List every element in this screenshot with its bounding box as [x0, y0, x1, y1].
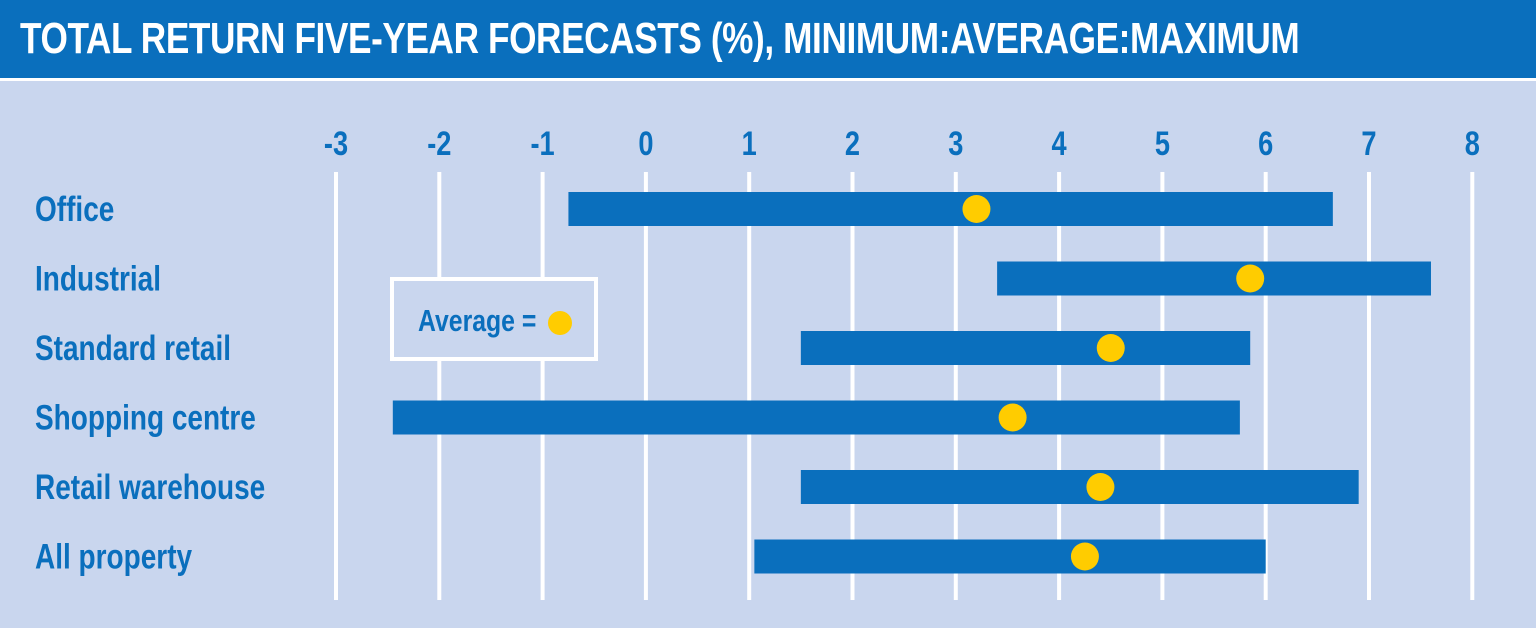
tick-label: -2: [427, 124, 451, 163]
tick-label: 5: [1155, 124, 1170, 163]
category-label: Retail warehouse: [35, 467, 265, 507]
tick-label: 6: [1258, 124, 1273, 163]
tick-label: 8: [1465, 124, 1480, 163]
tick-label: 0: [638, 124, 653, 163]
category-label: Shopping centre: [35, 397, 256, 437]
category-label: Standard retail: [35, 328, 231, 368]
average-marker: [1236, 264, 1265, 293]
average-marker: [998, 403, 1027, 432]
legend: Average =: [390, 277, 598, 361]
tick-label: 4: [1052, 124, 1067, 163]
average-marker: [1096, 334, 1125, 362]
tick-label: -1: [531, 124, 555, 163]
tick-label: 1: [742, 124, 757, 163]
tick-label: 3: [948, 124, 963, 163]
legend-label: Average =: [418, 303, 537, 338]
tick-label: 7: [1361, 124, 1376, 163]
range-bar: [754, 539, 1266, 574]
range-bar: [800, 331, 1251, 365]
category-label: Industrial: [35, 258, 161, 298]
title-bar: TOTAL RETURN FIVE-YEAR FORECASTS (%), MI…: [0, 0, 1536, 81]
range-bar: [800, 470, 1359, 504]
tick-label: -3: [324, 124, 348, 163]
category-label: All property: [35, 536, 192, 576]
average-marker: [1086, 473, 1115, 501]
tick-label: 2: [845, 124, 860, 163]
range-bar: [997, 261, 1431, 296]
average-marker: [1070, 542, 1099, 571]
average-marker-icon: [548, 311, 572, 335]
chart-title: TOTAL RETURN FIVE-YEAR FORECASTS (%), MI…: [20, 14, 1300, 63]
category-label: Office: [35, 189, 114, 229]
average-marker: [962, 195, 991, 223]
range-bar: [568, 192, 1333, 226]
range-bar: [392, 400, 1240, 435]
